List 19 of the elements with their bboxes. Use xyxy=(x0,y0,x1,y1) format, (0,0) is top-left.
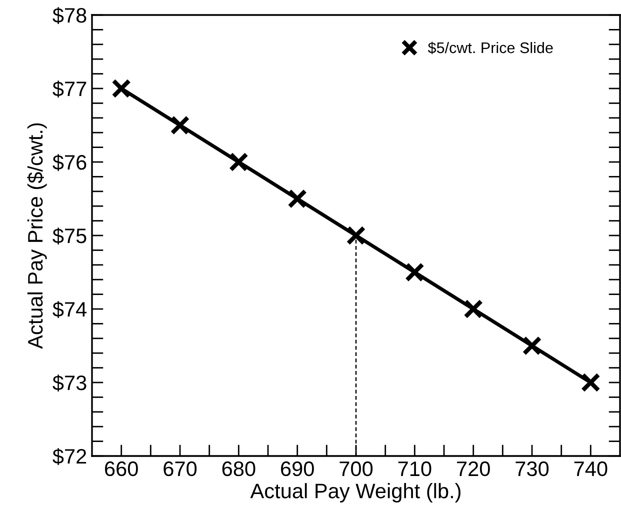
y-tick-label: $73 xyxy=(52,374,86,392)
y-tick-label: $78 xyxy=(52,7,86,24)
x-tick-label: 720 xyxy=(457,461,490,476)
x-tick-label: 690 xyxy=(281,461,314,476)
y-tick-label: $74 xyxy=(52,301,87,318)
x-tick-label: 680 xyxy=(222,461,256,476)
x-tick-label: 670 xyxy=(164,461,197,476)
x-axis-title: Actual Pay Weight (lb.) xyxy=(250,483,460,502)
y-tick-label: $77 xyxy=(52,80,86,98)
x-tick-label: 740 xyxy=(574,461,608,476)
x-tick-label: 710 xyxy=(398,461,432,476)
x-tick-label: 700 xyxy=(340,461,373,476)
x-tick-label: 660 xyxy=(105,461,138,476)
y-tick-label: $75 xyxy=(52,228,86,244)
legend-label: $5/cwt. Price Slide xyxy=(428,42,553,54)
y-tick-label: $76 xyxy=(52,154,86,171)
y-axis-title: Actual Pay Price ($/cwt.) xyxy=(27,123,47,349)
y-tick-label: $72 xyxy=(52,448,86,465)
x-tick-label: 730 xyxy=(516,461,549,476)
